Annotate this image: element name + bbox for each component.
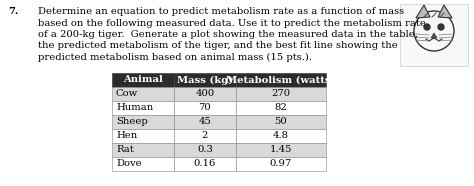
Bar bbox=[236, 87, 326, 101]
Text: 70: 70 bbox=[199, 103, 211, 113]
Text: 82: 82 bbox=[274, 103, 287, 113]
Bar bbox=[174, 101, 236, 115]
Polygon shape bbox=[416, 5, 430, 18]
Text: 7.: 7. bbox=[8, 7, 18, 16]
Bar bbox=[174, 143, 236, 157]
Bar bbox=[112, 115, 174, 129]
Bar bbox=[236, 129, 326, 143]
Text: 0.97: 0.97 bbox=[270, 160, 292, 169]
Text: Dove: Dove bbox=[116, 160, 142, 169]
Bar bbox=[112, 129, 174, 143]
Bar bbox=[236, 157, 326, 171]
Bar bbox=[236, 73, 326, 87]
Circle shape bbox=[424, 24, 430, 30]
Text: 2: 2 bbox=[202, 132, 208, 140]
Bar bbox=[112, 101, 174, 115]
Text: Rat: Rat bbox=[116, 145, 134, 155]
Bar bbox=[400, 4, 468, 66]
Text: 50: 50 bbox=[274, 118, 287, 126]
Text: Human: Human bbox=[116, 103, 153, 113]
Bar bbox=[112, 143, 174, 157]
Bar bbox=[112, 157, 174, 171]
Text: 45: 45 bbox=[199, 118, 211, 126]
Text: Mass (kg): Mass (kg) bbox=[177, 76, 233, 85]
Text: Cow: Cow bbox=[116, 89, 138, 99]
Bar bbox=[174, 115, 236, 129]
Text: Sheep: Sheep bbox=[116, 118, 148, 126]
Text: of a 200-kg tiger.  Generate a plot showing the measured data in the table,: of a 200-kg tiger. Generate a plot showi… bbox=[38, 30, 418, 39]
Bar bbox=[174, 73, 236, 87]
Text: Animal: Animal bbox=[123, 76, 163, 84]
Text: 1.45: 1.45 bbox=[270, 145, 292, 155]
Bar bbox=[112, 87, 174, 101]
Text: Determine an equation to predict metabolism rate as a function of mass: Determine an equation to predict metabol… bbox=[38, 7, 404, 16]
Text: Hen: Hen bbox=[116, 132, 137, 140]
Bar bbox=[236, 143, 326, 157]
Bar bbox=[174, 87, 236, 101]
Text: the predicted metabolism of the tiger, and the best fit line showing the: the predicted metabolism of the tiger, a… bbox=[38, 41, 398, 51]
Text: 270: 270 bbox=[272, 89, 291, 99]
Text: 0.3: 0.3 bbox=[197, 145, 213, 155]
Text: based on the following measured data. Use it to predict the metabolism rate: based on the following measured data. Us… bbox=[38, 18, 426, 28]
Text: 400: 400 bbox=[195, 89, 215, 99]
Polygon shape bbox=[438, 5, 452, 18]
Text: predicted metabolism based on animal mass (15 pts.).: predicted metabolism based on animal mas… bbox=[38, 53, 312, 62]
Bar bbox=[112, 73, 174, 87]
Bar bbox=[236, 115, 326, 129]
Circle shape bbox=[438, 24, 444, 30]
Bar bbox=[174, 157, 236, 171]
Bar bbox=[174, 129, 236, 143]
Polygon shape bbox=[431, 33, 437, 38]
Text: 0.16: 0.16 bbox=[194, 160, 216, 169]
Text: 4.8: 4.8 bbox=[273, 132, 289, 140]
Text: Metabolism (watts): Metabolism (watts) bbox=[226, 76, 336, 84]
Bar bbox=[236, 101, 326, 115]
